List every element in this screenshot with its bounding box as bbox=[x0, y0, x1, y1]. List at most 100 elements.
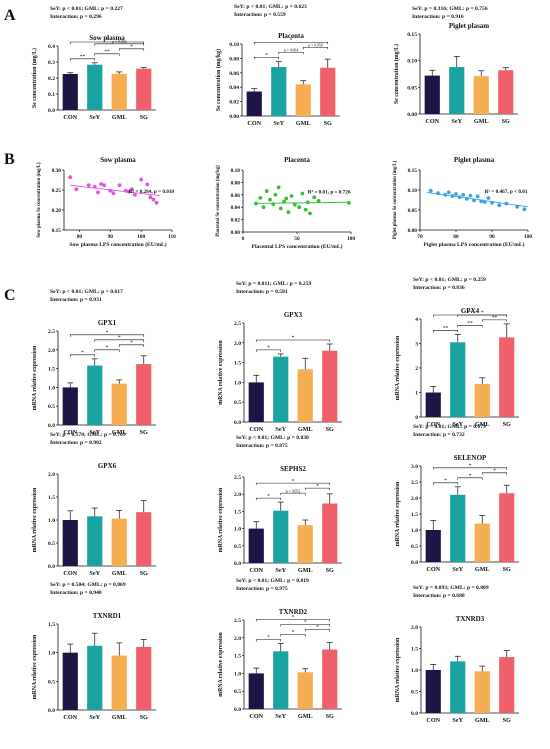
x-tick-label: GML bbox=[296, 120, 311, 127]
chart-c3: SeY: p < 0.01; GML: p = 0.259 Interaction… bbox=[395, 277, 519, 428]
x-tick-label: CON bbox=[249, 713, 263, 720]
x-tick-label: SG bbox=[503, 566, 511, 573]
significance-label: * bbox=[106, 37, 109, 43]
chart-title: Placenta bbox=[284, 156, 310, 164]
scatter-point bbox=[74, 187, 79, 192]
stats-text: Interaction: p = 0.732 bbox=[413, 432, 465, 438]
significance-label: * bbox=[106, 330, 109, 336]
significance-bracket bbox=[69, 58, 96, 61]
bar-con bbox=[62, 74, 78, 110]
scatter-point bbox=[289, 194, 294, 198]
bar-con bbox=[425, 670, 441, 713]
stats-text: SeY: p = 0.316; GML: p = 0.756 bbox=[412, 6, 488, 12]
scatter-point bbox=[461, 192, 466, 197]
x-tick-label: SeY bbox=[275, 713, 286, 720]
x-tick-label: 90 bbox=[108, 234, 114, 240]
x-tick-label: SeY bbox=[89, 570, 100, 577]
bar-gml bbox=[297, 672, 313, 709]
bar-sg bbox=[322, 350, 338, 422]
stats-text: SeY: p = 0.578; GML: p = 0.769 bbox=[50, 432, 126, 438]
scatter-point bbox=[504, 201, 509, 206]
stats-text: SeY: p < 0.01; GML: p = 0.227 bbox=[50, 6, 123, 12]
y-axis-label: Piglet plasma Se concentration (mg/L) bbox=[393, 160, 398, 239]
scatter-point bbox=[515, 204, 520, 209]
stats-text: Interaction: p = 0.916 bbox=[412, 14, 464, 20]
significance-bracket bbox=[302, 47, 329, 50]
chart-c4: SeY: p = 0.578; GML: p = 0.769 Interactio… bbox=[32, 432, 156, 577]
significance-bracket bbox=[278, 52, 304, 55]
y-tick-label: 2 bbox=[415, 366, 418, 372]
scatter-point bbox=[312, 195, 317, 200]
significance-label: * bbox=[292, 478, 295, 484]
significance-bracket bbox=[69, 41, 145, 44]
y-tick-label: 0.0 bbox=[234, 420, 241, 426]
stats-text: Interaction: p = 0.581 bbox=[236, 289, 288, 295]
scatter-point bbox=[316, 199, 321, 203]
stats-text: SeY: p < 0.01; GML: p = 0.617 bbox=[50, 289, 123, 295]
scatter-point bbox=[436, 191, 440, 196]
chart-title: GPX4 bbox=[461, 307, 480, 315]
bar-con bbox=[62, 652, 78, 710]
bar-sey bbox=[450, 494, 466, 562]
scatter-point bbox=[145, 182, 150, 187]
significance-bracket bbox=[457, 477, 483, 480]
y-axis-label: mRNA relative expression bbox=[218, 631, 224, 696]
x-tick-label: SG bbox=[140, 570, 148, 577]
scatter-point bbox=[450, 194, 455, 198]
chart-title: Sow plasma bbox=[89, 34, 125, 42]
scatter-point bbox=[284, 196, 289, 201]
y-tick-label: 0.05 bbox=[408, 208, 418, 214]
y-axis-label: mRNA relative expression bbox=[218, 487, 224, 552]
stats-text: SeY: p < 0.01; GML: p = 0.679 bbox=[413, 424, 486, 430]
y-tick-label: 0.10 bbox=[408, 188, 418, 194]
bar-sey bbox=[271, 67, 287, 116]
significance-label: * bbox=[469, 463, 472, 469]
bar-con bbox=[424, 75, 440, 114]
bar-sey bbox=[450, 661, 466, 713]
y-tick-label: 1.5 bbox=[411, 512, 418, 518]
scatter-point bbox=[303, 207, 308, 212]
significance-bracket bbox=[255, 482, 331, 486]
scatter-point bbox=[472, 198, 476, 203]
x-tick-label: CON bbox=[249, 426, 263, 433]
y-tick-label: 3.0 bbox=[411, 464, 418, 470]
stats-text: Interaction: p = 0.931 bbox=[50, 297, 102, 303]
significance-bracket bbox=[280, 634, 306, 637]
significance-bracket bbox=[253, 57, 280, 60]
significance-label: ** bbox=[443, 326, 449, 332]
x-tick-label: CON bbox=[247, 120, 261, 127]
x-tick-label: SG bbox=[502, 118, 510, 125]
significance-label: * bbox=[267, 635, 270, 641]
bar-gml bbox=[111, 655, 127, 710]
x-tick-label: GML bbox=[112, 114, 127, 121]
y-tick-label: 0.0 bbox=[48, 108, 55, 114]
chart-c2: SeY: p = 0.011; GML: p = 0.259 Interactio… bbox=[218, 281, 342, 433]
fit-line bbox=[253, 201, 352, 204]
bar-sg bbox=[136, 68, 152, 110]
y-axis-label: mRNA relative expression bbox=[32, 487, 38, 552]
scatter-point bbox=[300, 191, 305, 196]
y-tick-label: 2.0 bbox=[234, 492, 241, 498]
chart-title: SEPHS2 bbox=[280, 465, 306, 473]
x-tick-label: 0 bbox=[242, 236, 245, 242]
significance-bracket bbox=[118, 344, 145, 347]
scatter-point bbox=[86, 183, 91, 188]
significance-bracket bbox=[94, 53, 120, 56]
panel-label-c: C bbox=[4, 287, 16, 304]
scatter-point bbox=[464, 196, 469, 201]
y-tick-label: 0.10 bbox=[229, 42, 239, 48]
bar-gml bbox=[474, 523, 490, 562]
significance-bracket bbox=[94, 339, 145, 342]
bar-gml bbox=[474, 383, 490, 417]
significance-bracket bbox=[432, 482, 459, 485]
y-axis-label: mRNA relative expression bbox=[32, 345, 38, 410]
y-tick-label: 0.0 bbox=[48, 708, 55, 714]
stats-text: SeY: p < 0.01; GML: p = 0.623 bbox=[234, 4, 307, 10]
bar-con bbox=[62, 387, 78, 425]
x-axis-label: Placental LPS concentration (EU/mL) bbox=[252, 243, 343, 250]
significance-label: ** bbox=[104, 49, 110, 55]
y-tick-label: 0.15 bbox=[407, 32, 417, 38]
scatter-point bbox=[99, 182, 103, 186]
bar-con bbox=[246, 91, 262, 116]
x-tick-label: 100 bbox=[137, 234, 145, 240]
